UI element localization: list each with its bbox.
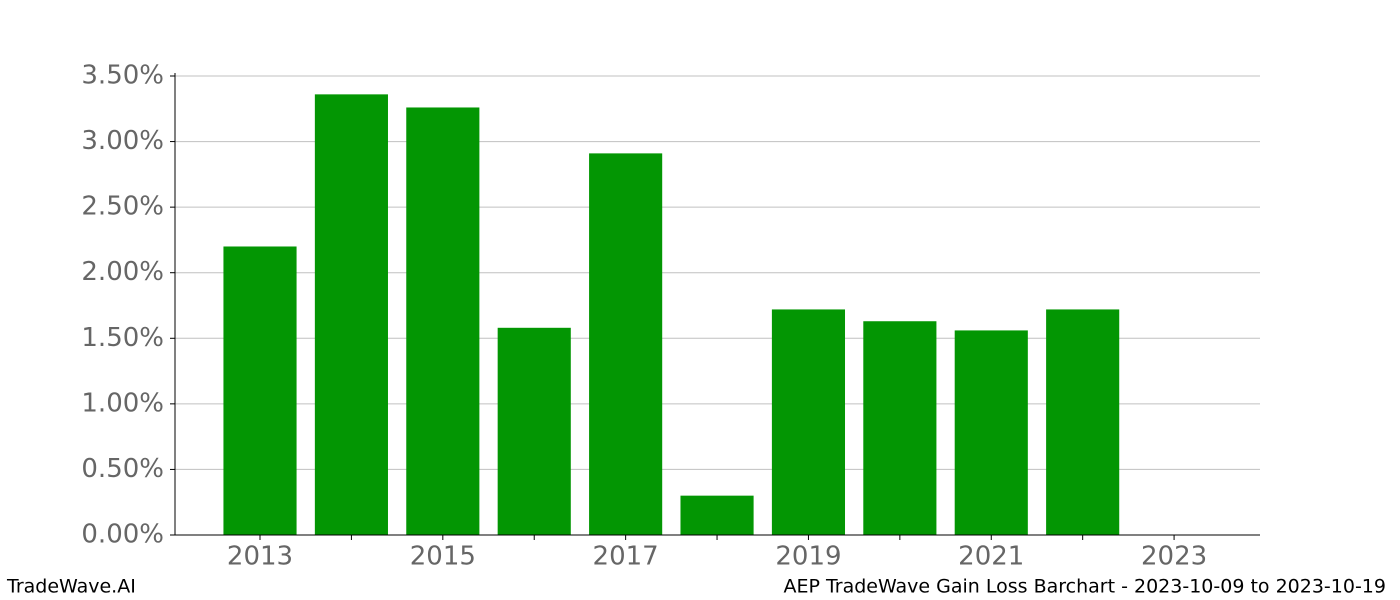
y-tick-label: 0.00% bbox=[81, 520, 164, 550]
bar bbox=[863, 321, 937, 535]
x-tick-label: 2017 bbox=[593, 542, 659, 572]
y-tick-label: 2.50% bbox=[81, 192, 164, 222]
y-tick-label: 1.50% bbox=[81, 323, 164, 353]
bar bbox=[589, 153, 663, 536]
x-tick-label: 2019 bbox=[775, 542, 841, 572]
y-tick-label: 3.50% bbox=[81, 61, 164, 91]
bar bbox=[1046, 309, 1120, 535]
y-tick-label: 2.00% bbox=[81, 257, 164, 287]
x-tick-label: 2023 bbox=[1141, 542, 1207, 572]
bar bbox=[771, 309, 846, 535]
y-tick-label: 0.50% bbox=[81, 454, 164, 484]
bar bbox=[497, 327, 571, 535]
bar bbox=[406, 107, 480, 535]
bar bbox=[680, 495, 754, 535]
bar bbox=[954, 330, 1028, 535]
x-tick-label: 2013 bbox=[227, 542, 293, 572]
x-tick-label: 2015 bbox=[410, 542, 476, 572]
bar bbox=[314, 94, 388, 536]
footer-caption: AEP TradeWave Gain Loss Barchart - 2023-… bbox=[783, 576, 1386, 598]
y-tick-label: 1.00% bbox=[81, 388, 164, 418]
x-tick-label: 2021 bbox=[958, 542, 1024, 572]
bar bbox=[223, 246, 297, 535]
footer-brand: TradeWave.AI bbox=[6, 576, 136, 598]
y-tick-label: 3.00% bbox=[81, 126, 164, 156]
